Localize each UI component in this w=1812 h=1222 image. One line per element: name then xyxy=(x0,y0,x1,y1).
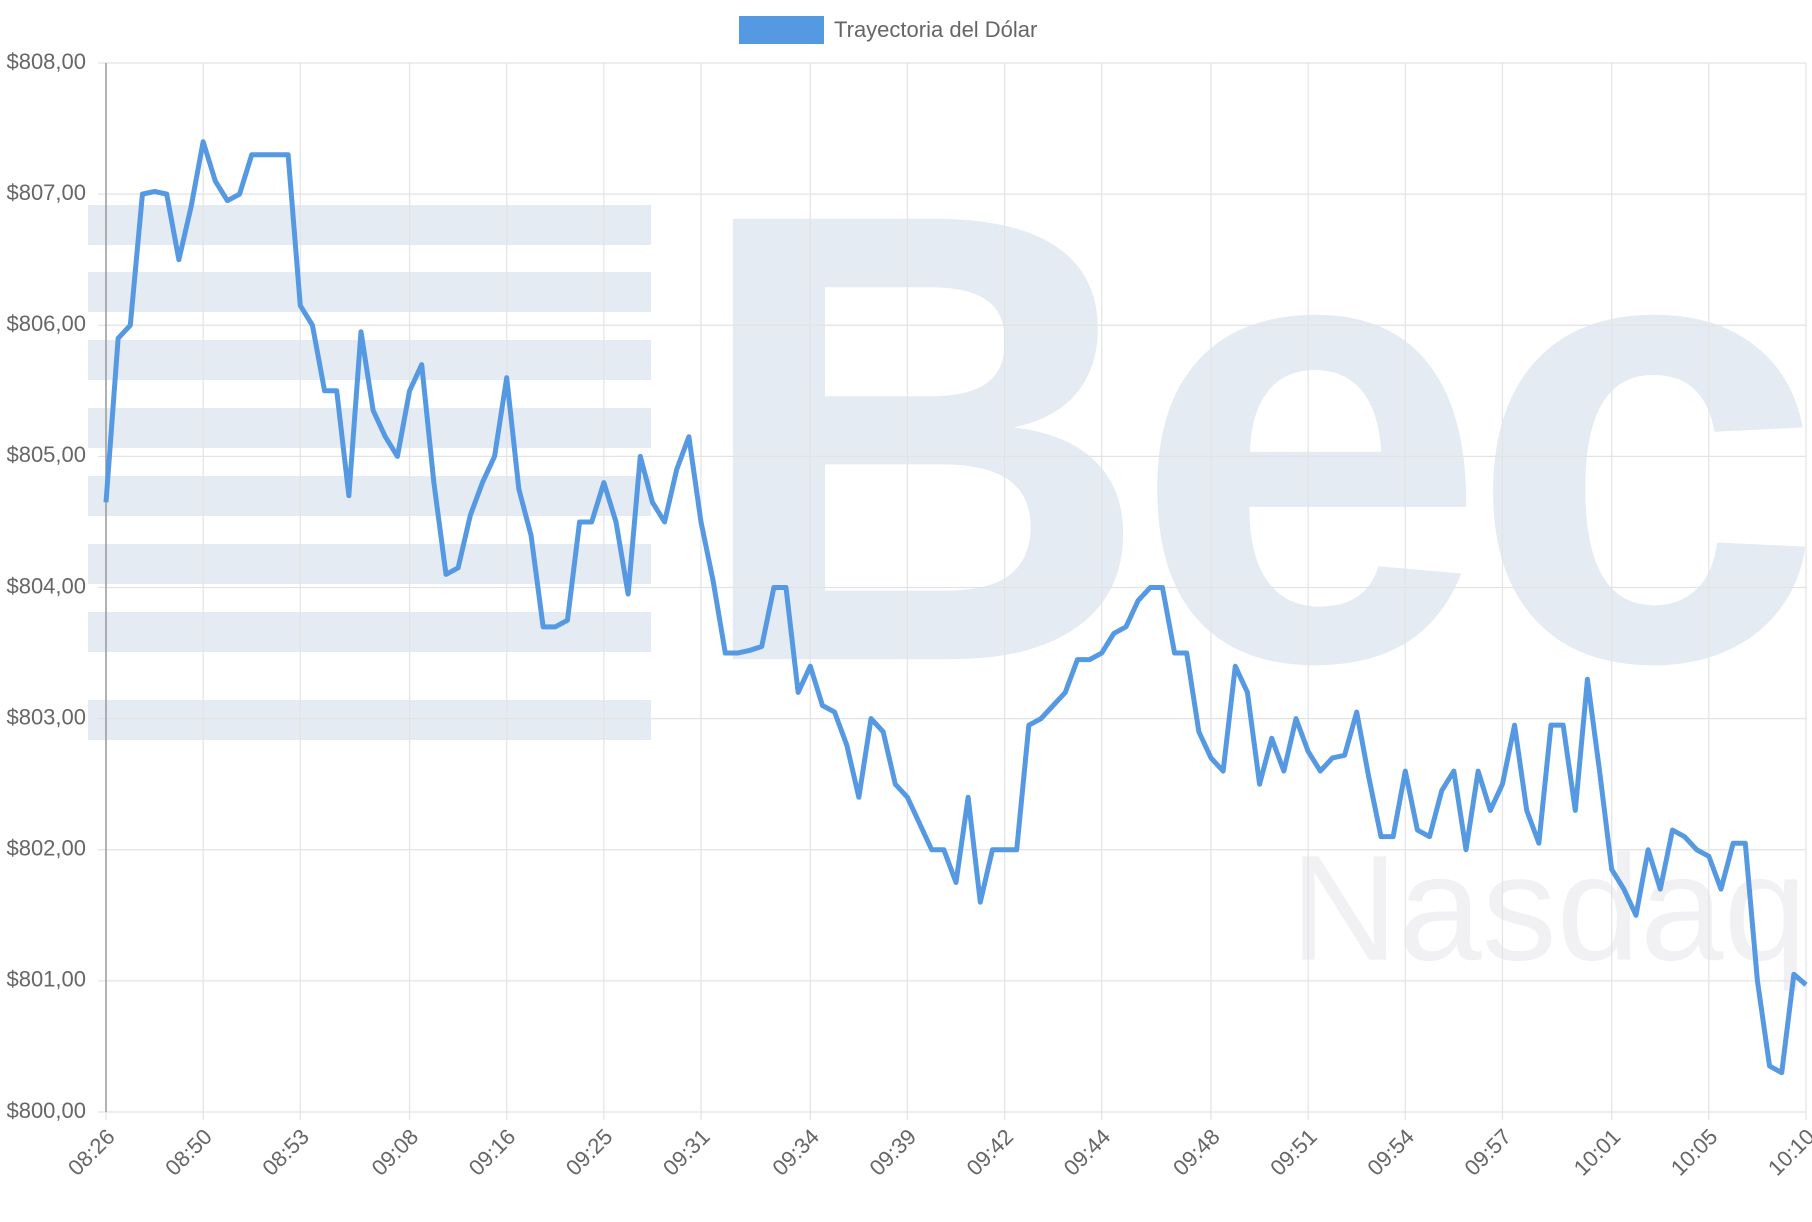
x-tick-label: 08:53 xyxy=(257,1124,314,1181)
x-tick-label: 09:57 xyxy=(1459,1124,1516,1181)
x-tick-label: 10:01 xyxy=(1569,1124,1626,1181)
x-tick-label: 09:31 xyxy=(658,1124,715,1181)
y-tick-label: $803,00 xyxy=(6,704,86,729)
y-tick-label: $804,00 xyxy=(6,573,86,598)
watermark-logo-stripes xyxy=(88,205,651,740)
x-tick-label: 10:05 xyxy=(1666,1124,1723,1181)
y-tick-label: $808,00 xyxy=(6,49,86,74)
x-tick-label: 10:10 xyxy=(1763,1124,1812,1181)
y-tick-label: $800,00 xyxy=(6,1098,86,1123)
y-tick-label: $807,00 xyxy=(6,180,86,205)
watermark-brand: Nasdaq xyxy=(1290,824,1807,992)
x-tick-label: 08:50 xyxy=(160,1124,217,1181)
legend-label: Trayectoria del Dólar xyxy=(834,17,1037,42)
watermark: Bec Nasdaq xyxy=(88,80,1812,992)
x-tick-label: 09:51 xyxy=(1265,1124,1322,1181)
x-tick-label: 09:16 xyxy=(464,1124,521,1181)
x-tick-label: 09:25 xyxy=(561,1124,618,1181)
x-tick-label: 09:08 xyxy=(367,1124,424,1181)
x-tick-label: 09:48 xyxy=(1168,1124,1225,1181)
x-tick-label: 09:39 xyxy=(864,1124,921,1181)
legend-swatch xyxy=(739,16,824,44)
x-tick-label: 09:44 xyxy=(1059,1124,1116,1181)
y-tick-label: $806,00 xyxy=(6,311,86,336)
x-tick-label: 08:26 xyxy=(63,1124,120,1181)
data-line xyxy=(103,139,1808,1076)
y-tick-label: $805,00 xyxy=(6,442,86,467)
x-tick-label: 09:54 xyxy=(1362,1124,1419,1181)
y-tick-label: $802,00 xyxy=(6,836,86,861)
x-tick-label: 09:42 xyxy=(962,1124,1019,1181)
x-tick-label: 09:34 xyxy=(767,1124,824,1181)
watermark-logo: Bec xyxy=(690,80,1808,795)
y-tick-label: $801,00 xyxy=(6,967,86,992)
